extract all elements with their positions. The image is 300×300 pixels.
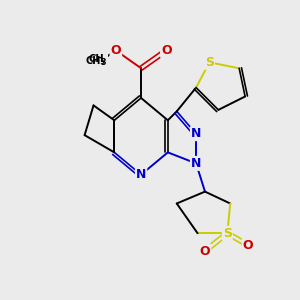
Text: CH: CH [89,54,104,64]
Bar [85,52,108,68]
Text: O: O [161,44,172,57]
Text: N: N [191,127,201,140]
Text: S: S [223,227,232,240]
Text: CH₃: CH₃ [85,56,105,66]
Text: N: N [191,157,201,170]
Text: O: O [110,44,121,57]
Text: O: O [200,244,210,258]
Text: 3: 3 [100,58,106,67]
Text: N: N [136,168,146,181]
Text: O: O [243,238,254,252]
Text: S: S [205,56,214,69]
